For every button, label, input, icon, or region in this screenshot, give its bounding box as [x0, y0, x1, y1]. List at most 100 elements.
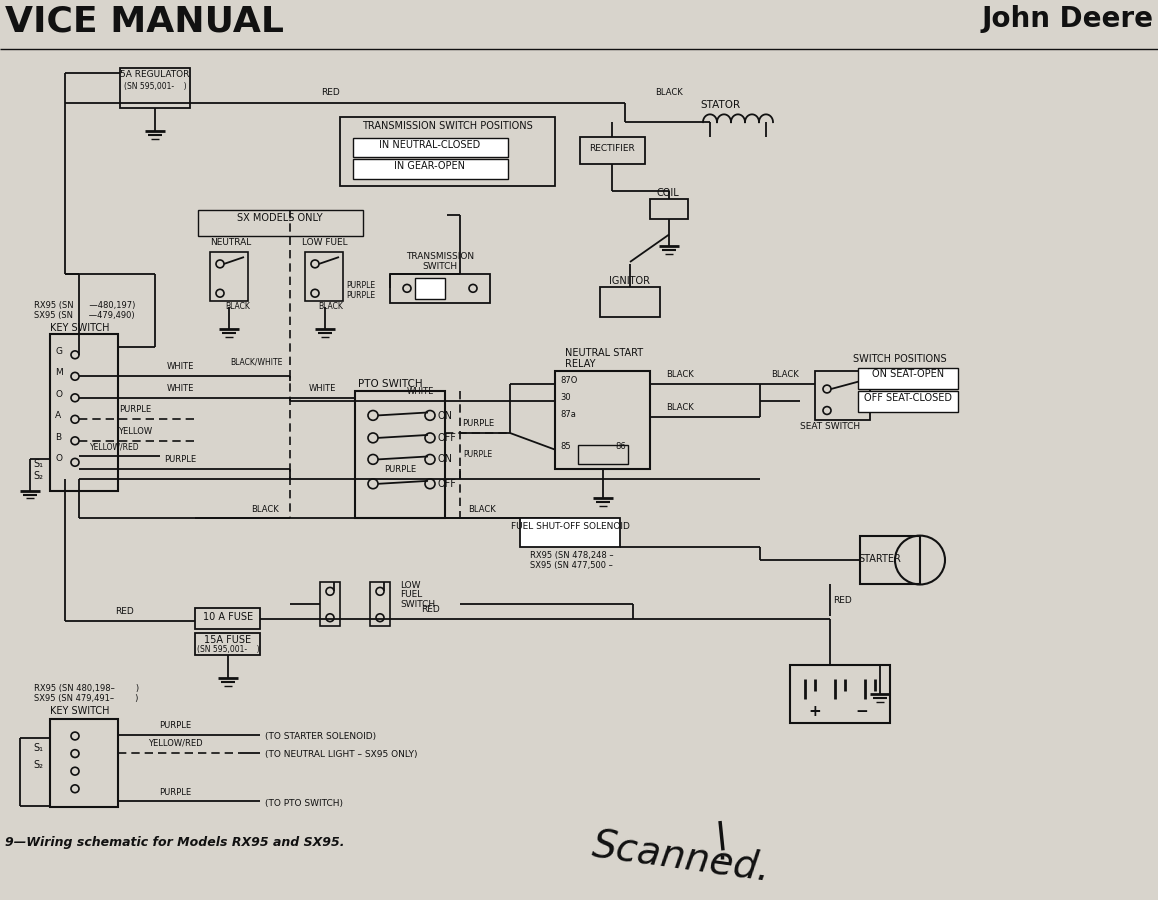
- Text: BLACK: BLACK: [655, 88, 683, 97]
- Text: S₂: S₂: [32, 471, 43, 482]
- Text: SWITCH: SWITCH: [400, 600, 435, 609]
- Text: (TO PTO SWITCH): (TO PTO SWITCH): [265, 798, 343, 807]
- Text: (TO STARTER SOLENOID): (TO STARTER SOLENOID): [265, 732, 376, 741]
- Text: 15A FUSE: 15A FUSE: [205, 635, 251, 645]
- Bar: [415, 277, 445, 299]
- Bar: [555, 372, 650, 469]
- Text: SX95 (SN 477,500 –: SX95 (SN 477,500 –: [530, 561, 613, 570]
- Bar: [858, 391, 958, 412]
- Text: PTO SWITCH: PTO SWITCH: [358, 379, 423, 389]
- Bar: [356, 391, 445, 518]
- Text: SX95 (SN      —479,490): SX95 (SN —479,490): [34, 310, 134, 320]
- Text: SX MODELS ONLY: SX MODELS ONLY: [237, 213, 323, 223]
- Bar: [650, 200, 688, 219]
- Bar: [790, 664, 891, 724]
- Text: (SN 595,001-    ): (SN 595,001- ): [124, 82, 186, 91]
- Text: LOW: LOW: [400, 580, 420, 590]
- Text: BLACK: BLACK: [771, 370, 799, 379]
- Text: STARTER: STARTER: [858, 554, 901, 564]
- Text: BLACK: BLACK: [251, 505, 279, 514]
- Text: RX95 (SN 478,248 –: RX95 (SN 478,248 –: [530, 552, 614, 561]
- Text: RECTIFIER: RECTIFIER: [589, 144, 635, 153]
- Text: IN GEAR-OPEN: IN GEAR-OPEN: [395, 161, 466, 171]
- Text: SX95 (SN 479,491–        ): SX95 (SN 479,491– ): [34, 694, 138, 703]
- Text: OFF: OFF: [438, 479, 457, 489]
- Text: WHITE: WHITE: [308, 384, 336, 393]
- Text: 85: 85: [560, 442, 571, 451]
- Text: BLACK: BLACK: [318, 302, 343, 311]
- Text: BLACK: BLACK: [666, 403, 694, 412]
- Text: +: +: [808, 704, 821, 719]
- Text: S₂: S₂: [32, 760, 43, 770]
- Text: RED: RED: [833, 596, 852, 605]
- Text: O: O: [54, 454, 63, 464]
- Text: BLACK: BLACK: [468, 505, 496, 514]
- Text: 9—Wiring schematic for Models RX95 and SX95.: 9—Wiring schematic for Models RX95 and S…: [5, 836, 344, 849]
- Text: PURPLE: PURPLE: [462, 419, 494, 428]
- Bar: [120, 68, 190, 107]
- Bar: [50, 334, 118, 490]
- Text: WHITE: WHITE: [167, 384, 193, 393]
- Text: PURPLE: PURPLE: [463, 450, 492, 459]
- Text: Scanned.: Scanned.: [589, 826, 774, 888]
- Text: RX95 (SN      —480,197): RX95 (SN —480,197): [34, 301, 135, 310]
- Bar: [858, 367, 958, 389]
- Bar: [390, 274, 490, 303]
- Bar: [520, 518, 620, 547]
- Bar: [195, 634, 261, 655]
- Text: PURPLE: PURPLE: [164, 455, 196, 464]
- Text: STATOR: STATOR: [699, 100, 740, 110]
- Text: PURPLE: PURPLE: [159, 788, 191, 796]
- Text: PURPLE: PURPLE: [346, 282, 375, 291]
- Bar: [50, 719, 118, 807]
- Text: BLACK/WHITE: BLACK/WHITE: [230, 357, 283, 366]
- Text: PURPLE: PURPLE: [384, 465, 416, 474]
- Text: KEY SWITCH: KEY SWITCH: [50, 706, 110, 716]
- Text: OFF SEAT-CLOSED: OFF SEAT-CLOSED: [864, 393, 952, 403]
- Bar: [600, 287, 660, 317]
- Bar: [320, 581, 340, 625]
- Text: RELAY: RELAY: [565, 359, 595, 369]
- Text: 5A REGULATOR: 5A REGULATOR: [120, 70, 190, 79]
- Bar: [340, 117, 555, 185]
- Text: RED: RED: [420, 605, 439, 614]
- Text: −: −: [855, 704, 867, 719]
- Text: RED: RED: [321, 88, 339, 97]
- Text: BLACK: BLACK: [666, 370, 694, 379]
- Text: M: M: [54, 368, 63, 377]
- Text: WHITE: WHITE: [406, 387, 434, 396]
- Text: IGNITOR: IGNITOR: [609, 275, 651, 285]
- Text: YELLOW/RED: YELLOW/RED: [148, 739, 203, 748]
- Bar: [371, 581, 390, 625]
- Text: OFF: OFF: [438, 433, 457, 443]
- Text: KEY SWITCH: KEY SWITCH: [50, 322, 110, 332]
- Text: SWITCH: SWITCH: [423, 262, 457, 271]
- Text: ON: ON: [438, 410, 453, 420]
- Text: PURPLE: PURPLE: [346, 292, 375, 301]
- Text: 30: 30: [560, 393, 571, 402]
- Text: PURPLE: PURPLE: [159, 721, 191, 730]
- Text: G: G: [54, 347, 63, 356]
- Text: WHITE: WHITE: [167, 363, 193, 372]
- Text: YELLOW: YELLOW: [118, 427, 152, 436]
- Text: LOW FUEL: LOW FUEL: [302, 238, 347, 247]
- Text: ON: ON: [438, 454, 453, 464]
- Text: (TO NEUTRAL LIGHT – SX95 ONLY): (TO NEUTRAL LIGHT – SX95 ONLY): [265, 750, 418, 759]
- Text: FUEL: FUEL: [400, 590, 423, 599]
- Text: YELLOW/RED: YELLOW/RED: [90, 443, 140, 452]
- Text: B: B: [54, 433, 61, 442]
- Text: SWITCH POSITIONS: SWITCH POSITIONS: [853, 354, 947, 364]
- Text: SEAT SWITCH: SEAT SWITCH: [800, 422, 860, 431]
- Text: RED: RED: [116, 607, 134, 616]
- Bar: [860, 536, 919, 584]
- Text: S₁: S₁: [32, 459, 43, 470]
- Text: 10 A FUSE: 10 A FUSE: [203, 612, 254, 622]
- Text: 86: 86: [615, 442, 625, 451]
- Text: S₁: S₁: [32, 742, 43, 752]
- Bar: [353, 159, 508, 179]
- Text: 87a: 87a: [560, 410, 576, 418]
- Bar: [195, 608, 261, 629]
- Bar: [353, 138, 508, 157]
- Text: IN NEUTRAL-CLOSED: IN NEUTRAL-CLOSED: [380, 140, 481, 149]
- Bar: [210, 252, 248, 301]
